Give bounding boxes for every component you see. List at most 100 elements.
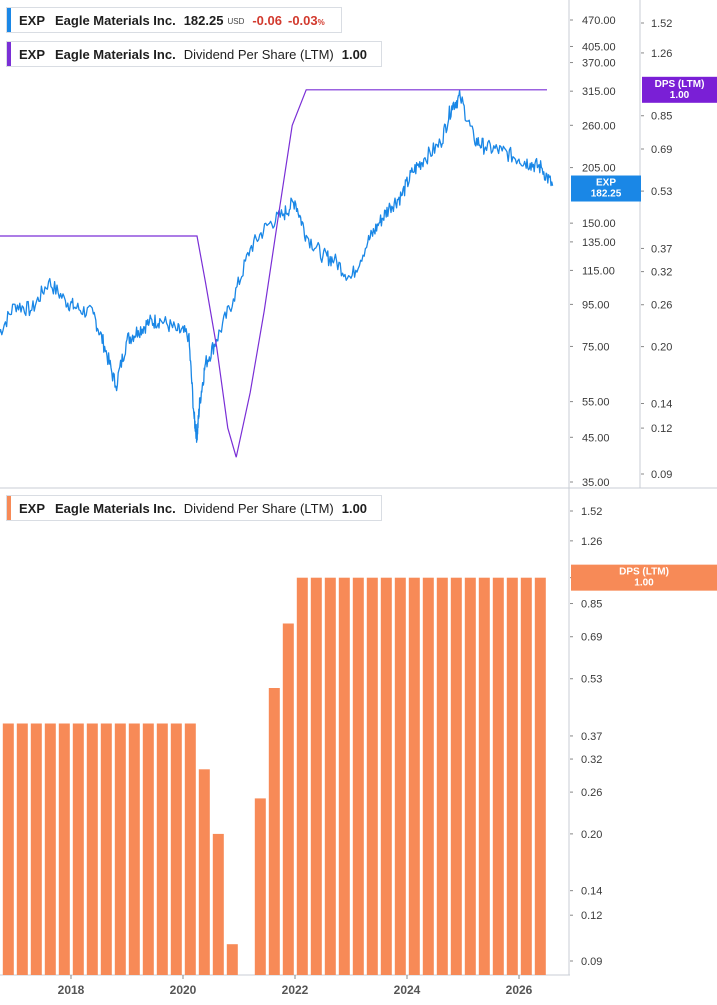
- legend-indicator-value: 1.00: [341, 500, 368, 516]
- legend-price[interactable]: EXP Eagle Materials Inc. 182.25 USD -0.0…: [6, 7, 342, 33]
- dps-bar: [450, 577, 462, 975]
- dps-bar: [114, 723, 126, 975]
- price-line: [0, 89, 554, 443]
- dps-bar: [324, 577, 336, 975]
- price-axis-label: 470.00: [582, 15, 616, 27]
- legend-ticker: EXP: [19, 12, 46, 28]
- dps-bar: [506, 577, 518, 975]
- dps-bar: [184, 723, 196, 975]
- dps-badge-top: DPS (LTM)1.00: [642, 76, 717, 103]
- dps-bar: [380, 577, 392, 975]
- dps-bar-axis-label: 0.69: [581, 632, 602, 644]
- legend-dps-bottom[interactable]: EXP Eagle Materials Inc. Dividend Per Sh…: [6, 495, 383, 521]
- dps-bar: [436, 577, 448, 975]
- dps-bar: [492, 577, 504, 975]
- price-axis-label: 315.00: [582, 86, 616, 98]
- dps-bar: [394, 577, 406, 975]
- dps-bar-axis-label: 0.26: [581, 787, 602, 799]
- dps-bar: [72, 723, 84, 975]
- dps-badge-top-label: DPS (LTM): [655, 79, 705, 90]
- dps-bar: [58, 723, 70, 975]
- x-axis-label: 2020: [170, 983, 197, 997]
- dps-bar-axis-label: 0.32: [581, 754, 602, 766]
- dps-bar: [366, 577, 378, 975]
- x-axis-label: 2024: [394, 983, 421, 997]
- price-axis-label: 135.00: [582, 237, 616, 249]
- dps-bar: [212, 833, 224, 975]
- dps-bar: [282, 623, 294, 975]
- price-badge-value: 182.25: [591, 189, 622, 200]
- dps-bar-axis-label: 0.53: [581, 674, 602, 686]
- legend-price-value: 182.25: [183, 12, 224, 28]
- legend-company-name: Eagle Materials Inc.: [55, 46, 176, 62]
- dps-axis-label: 0.26: [651, 300, 672, 312]
- legend-ticker: EXP: [19, 500, 46, 516]
- dps-bar: [268, 688, 280, 975]
- dps-bar-panel: [2, 577, 546, 975]
- dps-bar: [128, 723, 140, 975]
- dps-bar-axis-label: 1.26: [581, 536, 602, 548]
- price-axis-label: 45.00: [582, 432, 610, 444]
- price-axis-label: 115.00: [582, 265, 615, 277]
- price-axis-label: 75.00: [582, 341, 610, 353]
- price-panel: [0, 89, 554, 458]
- dps-axis-label: 1.52: [651, 18, 672, 30]
- dps-badge-bottom-bg: [571, 564, 717, 591]
- dps-bar: [156, 723, 168, 975]
- dps-bar: [310, 577, 322, 975]
- dps-axis-label: 0.53: [651, 186, 672, 198]
- series-color-swatch-dps-bar: [7, 496, 11, 520]
- dps-bar: [464, 577, 476, 975]
- pct-sign: %: [317, 17, 325, 27]
- dps-bar: [30, 723, 42, 975]
- dps-bar-axis-label: 0.12: [581, 910, 602, 922]
- price-axis-label: 35.00: [582, 477, 610, 489]
- x-axis-label: 2022: [282, 983, 309, 997]
- dps-bar: [2, 723, 14, 975]
- dps-axis-label: 0.20: [651, 342, 672, 354]
- dps-axis-label: 0.69: [651, 144, 672, 156]
- dps-bar: [422, 577, 434, 975]
- dps-axis-label: 0.14: [651, 399, 672, 411]
- dps-bar: [16, 723, 28, 975]
- dps-bar: [142, 723, 154, 975]
- dps-bar: [478, 577, 490, 975]
- dps-bar-axis-label: 0.85: [581, 599, 602, 611]
- legend-indicator: Dividend Per Share (LTM): [183, 46, 334, 62]
- dps-bar: [100, 723, 112, 975]
- dps-axis-label: 0.85: [651, 111, 672, 123]
- dps-bar-axis-label: 0.09: [581, 956, 602, 968]
- dps-axis-label: 0.09: [651, 469, 672, 481]
- dps-bar: [520, 577, 532, 975]
- legend-currency: USD: [227, 17, 245, 26]
- dps-bar-axis-label: 0.37: [581, 731, 602, 743]
- dps-axis-label: 0.37: [651, 243, 672, 255]
- price-axis-label: 55.00: [582, 397, 610, 409]
- legend-indicator-value: 1.00: [341, 46, 368, 62]
- dps-bar-axis-label: 1.52: [581, 506, 602, 518]
- legend-indicator: Dividend Per Share (LTM): [183, 500, 334, 516]
- dps-axis-label: 1.26: [651, 48, 672, 60]
- legend-ticker: EXP: [19, 46, 46, 62]
- legend-company-name: Eagle Materials Inc.: [55, 500, 176, 516]
- legend-price-change-pct: -0.03%: [288, 13, 325, 28]
- legend-price-change: -0.06: [252, 12, 282, 28]
- dps-bar: [226, 944, 238, 975]
- x-axis-label: 2026: [506, 983, 533, 997]
- price-axis-label: 205.00: [582, 163, 616, 175]
- price-axis-label: 150.00: [582, 218, 616, 230]
- dps-axis-label: 0.12: [651, 423, 672, 435]
- price-badge-bg: [571, 175, 641, 202]
- price-axis-label: 260.00: [582, 120, 616, 132]
- dps-bar: [170, 723, 182, 975]
- legend-dps-top[interactable]: EXP Eagle Materials Inc. Dividend Per Sh…: [6, 41, 383, 67]
- dps-bar: [534, 577, 546, 975]
- dps-bar: [338, 577, 350, 975]
- dps-bar: [408, 577, 420, 975]
- pct-value: -0.03: [287, 12, 318, 28]
- dps-badge-top-bg: [642, 76, 717, 103]
- dps-axis-label: 0.32: [651, 267, 672, 279]
